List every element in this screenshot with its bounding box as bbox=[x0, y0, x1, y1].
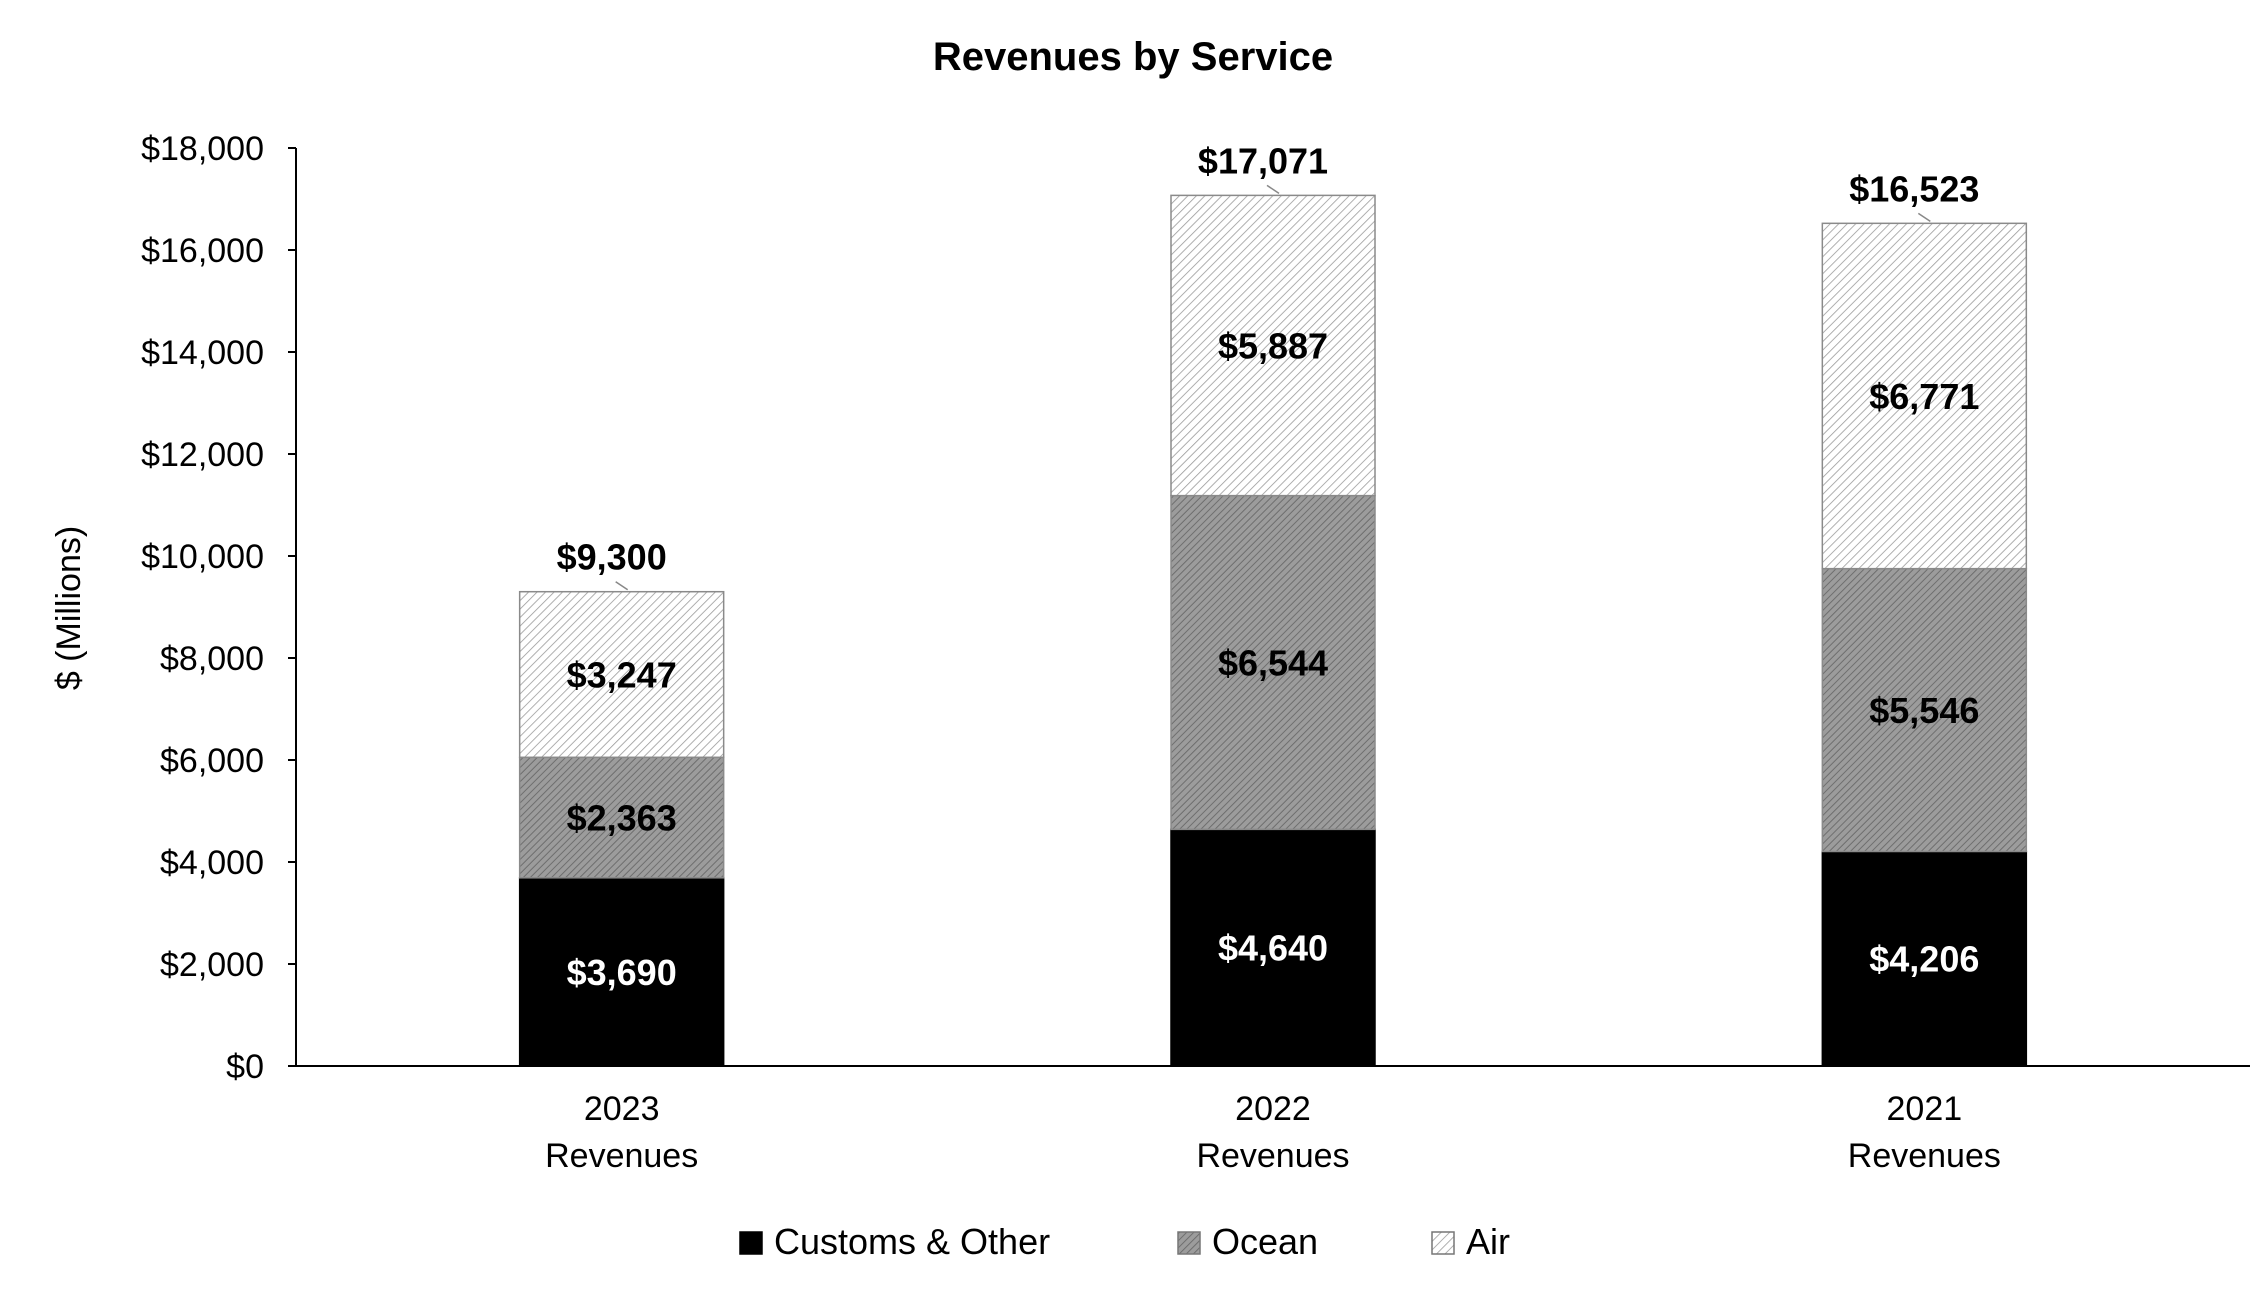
y-tick-label: $8,000 bbox=[160, 640, 264, 678]
bars-group: $3,690 $2,363 $3,247 $9,300 $4,640 $6,544 $5,8… bbox=[518, 140, 2028, 1067]
x-tick-label-sub: Revenues bbox=[545, 1137, 698, 1175]
x-tick-label-year: 2021 bbox=[1887, 1090, 1963, 1128]
legend-label: Air bbox=[1466, 1221, 1510, 1262]
bar-segment-ocean bbox=[518, 756, 725, 879]
legend-item: Air bbox=[1431, 1221, 1510, 1262]
y-tick-label: $18,000 bbox=[141, 130, 264, 168]
bar-segment-air bbox=[1170, 194, 1376, 497]
y-tick-label: $16,000 bbox=[141, 232, 264, 270]
legend-label: Customs & Other bbox=[774, 1221, 1050, 1262]
total-leader-line bbox=[1917, 212, 1931, 222]
bar-segment-customs-other bbox=[1821, 850, 2028, 1067]
legend-swatch bbox=[1177, 1231, 1201, 1255]
total-label: $17,071 bbox=[1198, 140, 1328, 181]
y-tick-label: $10,000 bbox=[141, 538, 264, 576]
x-tick-label-year: 2022 bbox=[1235, 1090, 1311, 1128]
data-label: $5,887 bbox=[1218, 325, 1328, 366]
legend-item: Ocean bbox=[1177, 1221, 1318, 1262]
data-label: $4,640 bbox=[1218, 928, 1328, 969]
total-label: $9,300 bbox=[557, 537, 667, 578]
data-label: $2,363 bbox=[567, 798, 677, 839]
bar-segment-customs-other bbox=[1170, 828, 1376, 1067]
legend-item: Customs & Other bbox=[739, 1221, 1050, 1262]
data-label: $5,546 bbox=[1869, 690, 1979, 731]
total-leader-line bbox=[1266, 184, 1280, 195]
legend-label: Ocean bbox=[1212, 1221, 1318, 1262]
bar-segment-ocean bbox=[1821, 567, 2028, 853]
data-label: $4,206 bbox=[1869, 939, 1979, 980]
bar-segment-air bbox=[518, 590, 725, 759]
y-axis-ticks: $0 $2,000 $4,000 $6,000 $8,000 $10,000 $12,000… bbox=[141, 130, 296, 1086]
x-axis-labels: 2023 Revenues 2022 Revenues 2021 Revenues bbox=[545, 1090, 2001, 1175]
y-tick-label: $14,000 bbox=[141, 334, 264, 372]
bar-segment-air bbox=[1821, 222, 2028, 570]
total-label: $16,523 bbox=[1849, 168, 1979, 209]
bar-stack: $4,206 $5,546 $6,771 $16,523 bbox=[1821, 168, 2028, 1067]
y-tick-label: $0 bbox=[226, 1048, 264, 1086]
bar-stack: $4,640 $6,544 $5,887 $17,071 bbox=[1170, 140, 1376, 1067]
legend-swatch bbox=[1431, 1231, 1455, 1255]
data-label: $3,690 bbox=[567, 952, 677, 993]
legend-swatch bbox=[739, 1231, 763, 1255]
legend: Customs & Other Ocean Air bbox=[739, 1221, 1510, 1262]
y-tick-label: $12,000 bbox=[141, 436, 264, 474]
chart-title: Revenues by Service bbox=[933, 35, 1333, 79]
y-tick-label: $6,000 bbox=[160, 742, 264, 780]
x-tick-label-sub: Revenues bbox=[1848, 1137, 2001, 1175]
x-tick-label-sub: Revenues bbox=[1196, 1137, 1349, 1175]
x-tick-label-year: 2023 bbox=[584, 1090, 660, 1128]
total-leader-line bbox=[615, 581, 629, 591]
data-label: $6,544 bbox=[1218, 642, 1328, 683]
y-tick-label: $2,000 bbox=[160, 946, 264, 984]
data-label: $3,247 bbox=[567, 654, 677, 695]
bar-stack: $3,690 $2,363 $3,247 $9,300 bbox=[518, 537, 725, 1067]
y-axis-title: $ (Millions) bbox=[50, 526, 88, 690]
y-tick-label: $4,000 bbox=[160, 844, 264, 882]
data-label: $6,771 bbox=[1869, 376, 1979, 417]
bar-segment-ocean bbox=[1170, 494, 1376, 831]
